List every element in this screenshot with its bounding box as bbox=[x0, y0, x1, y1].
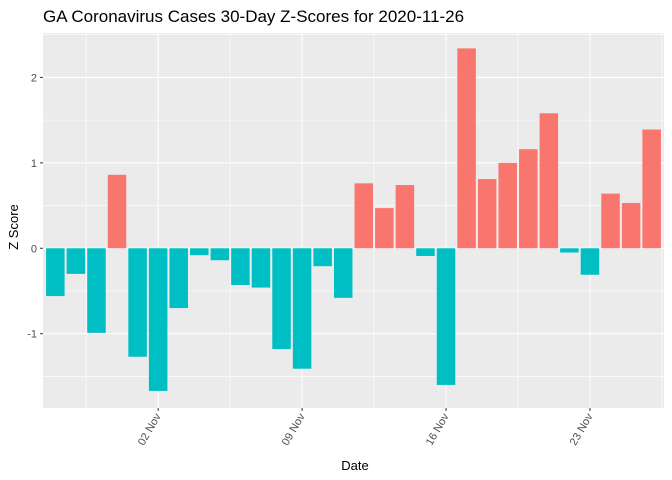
bar-2020-11-15 bbox=[416, 248, 435, 256]
x-axis: 02 Nov 09 Nov 16 Nov 23 Nov bbox=[136, 408, 596, 448]
bar-2020-11-19 bbox=[498, 162, 517, 249]
bar-2020-11-04 bbox=[190, 248, 209, 256]
bar-2020-11-06 bbox=[231, 248, 250, 285]
y-tick-label: 0 bbox=[31, 243, 37, 255]
bar-2020-11-17 bbox=[457, 48, 476, 249]
y-tick-label: -1 bbox=[27, 329, 37, 341]
bar-2020-10-31 bbox=[107, 174, 127, 249]
y-axis: -1 0 1 2 bbox=[27, 72, 43, 341]
bar-2020-11-18 bbox=[477, 179, 497, 249]
chart-title: GA Coronavirus Cases 30-Day Z-Scores for… bbox=[43, 7, 464, 26]
bar-2020-11-21 bbox=[539, 113, 559, 249]
bar-2020-11-02 bbox=[148, 248, 168, 391]
bar-2020-11-20 bbox=[519, 149, 538, 249]
y-tick-label: 2 bbox=[31, 72, 37, 84]
bar-2020-11-14 bbox=[395, 185, 415, 249]
bar-2020-11-12 bbox=[354, 183, 374, 249]
bars bbox=[46, 48, 661, 391]
bar-2020-11-01 bbox=[128, 248, 147, 357]
bar-2020-11-22 bbox=[560, 248, 579, 253]
bar-2020-11-23 bbox=[580, 248, 600, 275]
bar-2020-11-24 bbox=[601, 193, 620, 249]
x-tick-label: 23 Nov bbox=[568, 411, 596, 448]
bar-2020-11-11 bbox=[333, 248, 353, 298]
x-axis-title: Date bbox=[341, 458, 368, 473]
bar-2020-11-26 bbox=[642, 129, 661, 249]
bar-2020-11-03 bbox=[169, 248, 188, 309]
x-tick-label: 02 Nov bbox=[136, 411, 164, 448]
bar-2020-10-28 bbox=[46, 248, 65, 297]
bar-2020-11-09 bbox=[292, 248, 312, 369]
x-tick-label: 16 Nov bbox=[424, 411, 452, 448]
bar-2020-11-13 bbox=[375, 208, 394, 249]
bar-2020-11-08 bbox=[272, 248, 291, 350]
bar-2020-11-10 bbox=[313, 248, 332, 267]
bar-2020-11-05 bbox=[210, 248, 230, 261]
bar-2020-11-07 bbox=[251, 248, 271, 288]
bar-2020-10-30 bbox=[87, 248, 106, 333]
x-tick-label: 09 Nov bbox=[280, 411, 308, 448]
bar-2020-10-29 bbox=[66, 248, 86, 274]
bar-2020-11-25 bbox=[621, 202, 641, 249]
y-axis-title: Z Score bbox=[6, 204, 21, 250]
y-tick-label: 1 bbox=[31, 158, 37, 170]
bar-2020-11-16 bbox=[436, 248, 456, 385]
